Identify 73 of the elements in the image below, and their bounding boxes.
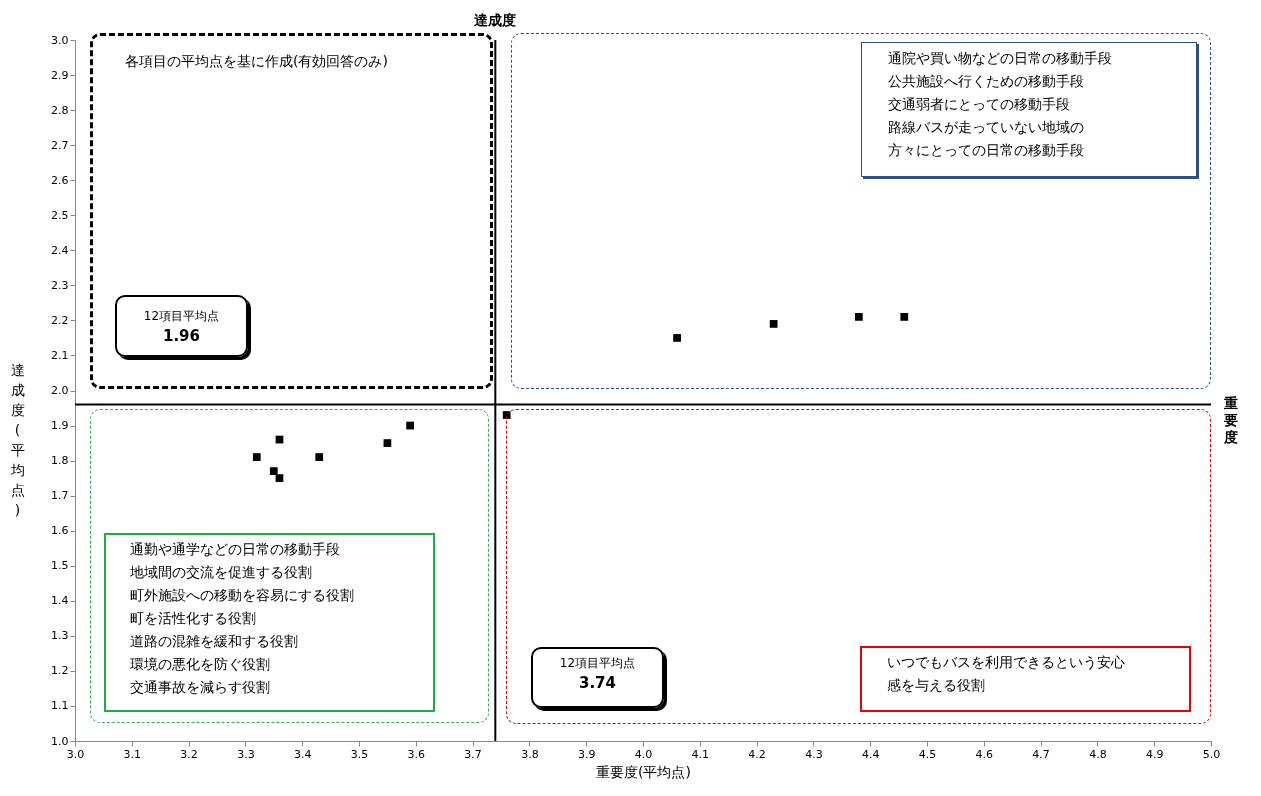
y-tick-label: 3.0	[51, 33, 69, 47]
x-tick-label: 4.1	[691, 747, 710, 761]
x-tick-label: 3.3	[237, 747, 255, 761]
y-tick-label: 2.8	[51, 103, 69, 117]
y-tick-label: 1.8	[51, 454, 69, 468]
point	[252, 453, 261, 461]
annotation: 公共施設へ行くための移動手段	[888, 72, 1085, 91]
point	[315, 453, 324, 461]
y-tick-label: 2.5	[51, 208, 69, 222]
ref-line-label: 重要度	[1223, 394, 1238, 445]
x-tick-label: 4.5	[918, 747, 937, 761]
annotation: 12項目平均点	[142, 308, 221, 325]
x-tick-label: 3.2	[180, 747, 198, 761]
x-tick-label: 4.8	[1089, 747, 1107, 761]
x-axis-title: 重要度(平均点)	[596, 763, 691, 780]
x-tick-label: 4.4	[861, 747, 880, 761]
annotation: 環境の悪化を防ぐ役割	[130, 655, 271, 674]
x-tick-label: 3.7	[464, 747, 482, 761]
annotation: 路線バスが走っていない地域の方々にとっての日常の移動手段	[888, 118, 1085, 160]
ref-line-label: 達成度	[473, 12, 517, 28]
y-tick-label: 1.5	[51, 559, 69, 573]
y-tick-label: 1.2	[51, 664, 69, 678]
x-tick-label: 3.4	[293, 747, 312, 761]
y-tick-label: 1.0	[51, 734, 69, 748]
y-tick-label: 1.6	[51, 524, 69, 538]
y-tick-label: 2.3	[51, 278, 69, 292]
point	[383, 439, 392, 447]
annotation: いつでもバスを利用できるという安心感を与える役割	[887, 653, 1126, 695]
y-tick-label: 2.2	[51, 313, 69, 327]
annotation: 交通弱者にとっての移動手段	[888, 95, 1071, 114]
y-tick-label: 1.7	[51, 489, 69, 503]
x-tick-label: 3.8	[521, 747, 539, 761]
x-tick-label: 3.1	[123, 747, 142, 761]
y-axis-title: 達成度(平均点)	[9, 361, 25, 518]
annotation: 通勤や通学などの日常の移動手段	[130, 540, 341, 559]
x-tick-label: 3.5	[350, 747, 369, 761]
point	[275, 474, 284, 482]
x-tick-label: 3.9	[577, 747, 596, 761]
x-tick-label: 4.3	[805, 747, 823, 761]
annotation: 道路の混雑を緩和する役割	[130, 632, 299, 651]
point	[769, 320, 778, 328]
annotation: 各項目の平均点を基に作成(有効回答のみ)	[125, 52, 389, 71]
y-tick-label: 1.9	[51, 419, 69, 433]
y-tick-label: 1.3	[51, 629, 69, 643]
point	[900, 313, 909, 321]
y-tick-label: 1.1	[51, 699, 69, 713]
annotation: 町を活性化する役割	[130, 609, 257, 628]
y-tick-label: 2.7	[51, 138, 69, 152]
annotation: 12項目平均点	[558, 655, 637, 672]
y-tick-label: 2.1	[51, 348, 69, 362]
x-tick-label: 4.0	[634, 747, 653, 761]
x-tick-label: 4.9	[1145, 747, 1164, 761]
y-tick-label: 2.4	[51, 243, 69, 257]
x-tick-label: 4.6	[975, 747, 994, 761]
x-tick-label: 4.7	[1032, 747, 1050, 761]
point	[269, 467, 278, 475]
annotation: 交通事故を減らす役割	[130, 678, 271, 697]
y-tick-label: 1.4	[51, 594, 69, 608]
point	[406, 421, 414, 430]
y-tick-label: 2.9	[51, 68, 69, 82]
x-tick-label: 4.2	[748, 747, 766, 761]
annotation: 1.96	[162, 326, 201, 347]
annotation: 地域間の交流を促進する役割	[130, 563, 313, 582]
x-tick-label: 3.0	[66, 747, 85, 761]
point	[673, 334, 681, 342]
y-tick-label: 2.0	[51, 384, 69, 397]
annotation: 3.74	[578, 673, 617, 694]
annotation: 町外施設への移動を容易にする役割	[130, 586, 355, 605]
point	[854, 313, 863, 321]
x-tick-label: 3.6	[407, 747, 426, 761]
annotation: 通院や買い物などの日常の移動手段	[888, 49, 1113, 68]
y-tick-label: 2.6	[51, 173, 69, 187]
x-tick-label: 5.0	[1202, 747, 1221, 761]
